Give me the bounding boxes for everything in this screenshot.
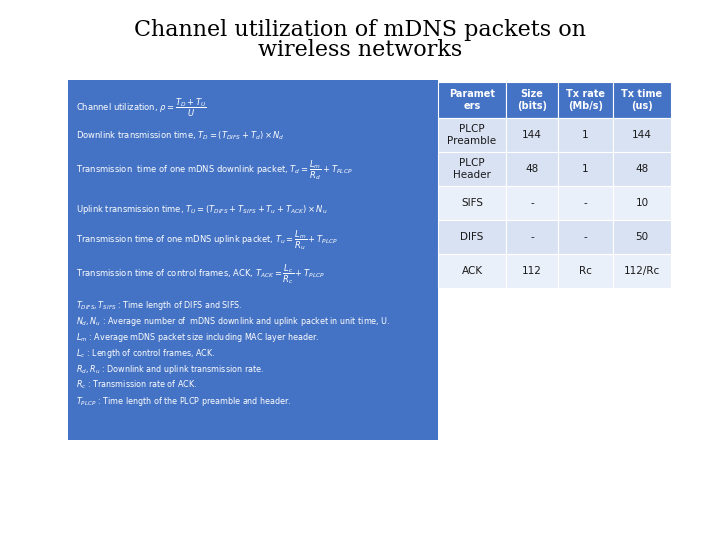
FancyBboxPatch shape — [613, 220, 671, 254]
Text: DIFS: DIFS — [460, 232, 484, 242]
Text: 1: 1 — [582, 164, 589, 174]
FancyBboxPatch shape — [558, 186, 613, 220]
Text: 1: 1 — [582, 130, 589, 140]
Text: 48: 48 — [635, 164, 649, 174]
FancyBboxPatch shape — [506, 118, 558, 152]
Text: 10: 10 — [636, 198, 649, 208]
FancyBboxPatch shape — [558, 118, 613, 152]
Text: -: - — [584, 232, 588, 242]
Text: SIFS: SIFS — [461, 198, 483, 208]
Text: Channel utilization of mDNS packets on: Channel utilization of mDNS packets on — [134, 19, 586, 41]
Text: Rc: Rc — [579, 266, 592, 276]
FancyBboxPatch shape — [613, 254, 671, 288]
FancyBboxPatch shape — [506, 254, 558, 288]
Text: 48: 48 — [526, 164, 539, 174]
FancyBboxPatch shape — [438, 152, 506, 186]
FancyBboxPatch shape — [558, 220, 613, 254]
Text: Uplink transmission time, $T_U = (T_{DIFS} + T_{SIFS} + T_u + T_{ACK}) \times N_: Uplink transmission time, $T_U = (T_{DIF… — [76, 204, 328, 217]
Text: $L_c$ : Length of control frames, ACK.: $L_c$ : Length of control frames, ACK. — [76, 347, 215, 360]
Text: Downlink transmission time, $T_D = (T_{DIFS} + T_d) \times N_d$: Downlink transmission time, $T_D = (T_{D… — [76, 130, 284, 142]
Text: -: - — [530, 232, 534, 242]
Text: $T_{DIFS}, T_{SIFS}$ : Time length of DIFS and SIFS.: $T_{DIFS}, T_{SIFS}$ : Time length of DI… — [76, 299, 243, 312]
FancyBboxPatch shape — [438, 220, 506, 254]
FancyBboxPatch shape — [613, 186, 671, 220]
FancyBboxPatch shape — [613, 152, 671, 186]
FancyBboxPatch shape — [506, 82, 558, 118]
FancyBboxPatch shape — [438, 186, 506, 220]
FancyBboxPatch shape — [613, 118, 671, 152]
FancyBboxPatch shape — [558, 82, 613, 118]
Text: Tx rate
(Mb/s): Tx rate (Mb/s) — [566, 89, 605, 111]
Text: Transmission time of control frames, ACK, $T_{ACK} = \dfrac{L_c}{R_c} + T_{PLCP}: Transmission time of control frames, ACK… — [76, 262, 325, 286]
Text: Size
(bits): Size (bits) — [517, 89, 547, 111]
Text: Paramet
ers: Paramet ers — [449, 89, 495, 111]
Text: Transmission time of one mDNS uplink packet, $T_u = \dfrac{L_m}{R_u} + T_{PLCP}$: Transmission time of one mDNS uplink pac… — [76, 228, 338, 252]
FancyBboxPatch shape — [558, 254, 613, 288]
Text: 112: 112 — [522, 266, 542, 276]
Text: -: - — [584, 198, 588, 208]
Text: PLCP
Preamble: PLCP Preamble — [447, 124, 497, 146]
Text: $R_d, R_u$ : Downlink and uplink transmission rate.: $R_d, R_u$ : Downlink and uplink transmi… — [76, 362, 264, 375]
FancyBboxPatch shape — [506, 220, 558, 254]
FancyBboxPatch shape — [438, 118, 506, 152]
Text: $T_{PLCP}$ : Time length of the PLCP preamble and header.: $T_{PLCP}$ : Time length of the PLCP pre… — [76, 395, 292, 408]
Text: PLCP
Header: PLCP Header — [453, 158, 491, 180]
Text: $R_c$ : Transmission rate of ACK.: $R_c$ : Transmission rate of ACK. — [76, 379, 197, 392]
Text: Channel utilization, $\rho = \dfrac{T_D + T_U}{U}$: Channel utilization, $\rho = \dfrac{T_D … — [76, 97, 207, 119]
Text: -: - — [530, 198, 534, 208]
Text: 144: 144 — [632, 130, 652, 140]
Text: ACK: ACK — [462, 266, 482, 276]
Text: Transmission  time of one mDNS downlink packet, $T_d = \dfrac{L_m}{R_d} + T_{PLC: Transmission time of one mDNS downlink p… — [76, 158, 353, 182]
Text: 112/Rc: 112/Rc — [624, 266, 660, 276]
FancyBboxPatch shape — [558, 152, 613, 186]
Text: 50: 50 — [636, 232, 649, 242]
FancyBboxPatch shape — [438, 82, 506, 118]
Text: 144: 144 — [522, 130, 542, 140]
FancyBboxPatch shape — [68, 80, 438, 440]
Text: $L_m$ : Average mDNS packet size including MAC layer header.: $L_m$ : Average mDNS packet size includi… — [76, 330, 319, 343]
Text: Tx time
(us): Tx time (us) — [621, 89, 662, 111]
FancyBboxPatch shape — [613, 82, 671, 118]
Text: wireless networks: wireless networks — [258, 39, 462, 61]
FancyBboxPatch shape — [506, 152, 558, 186]
FancyBboxPatch shape — [438, 254, 506, 288]
FancyBboxPatch shape — [506, 186, 558, 220]
Text: $N_d, N_u$ : Average number of  mDNS downlink and uplink packet in unit time, U.: $N_d, N_u$ : Average number of mDNS down… — [76, 314, 390, 327]
